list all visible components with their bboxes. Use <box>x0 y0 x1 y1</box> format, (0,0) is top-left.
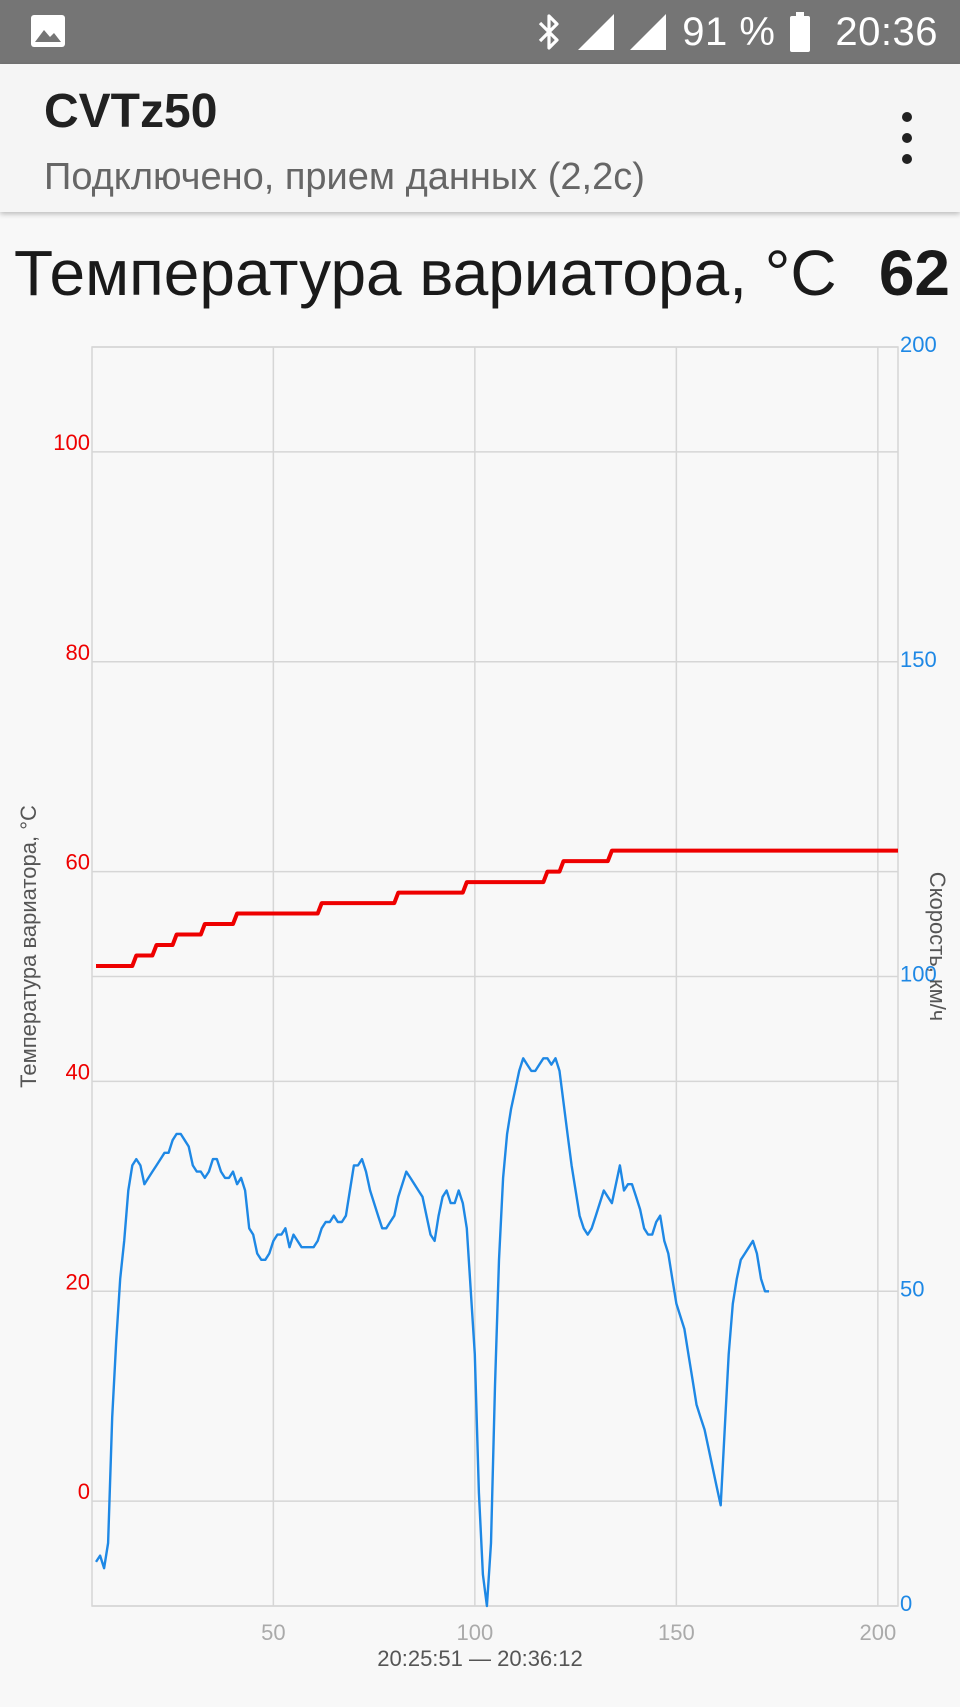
right-tick-label: 100 <box>900 962 937 987</box>
right-tick-label: 150 <box>900 647 937 672</box>
right-axis-title: Скорость, км/ч <box>925 872 950 1022</box>
battery-icon <box>790 12 811 52</box>
line-chart[interactable]: 50 100 150 200020406080100050100150200Темпе… <box>0 300 960 1680</box>
left-tick-label: 40 <box>66 1059 90 1084</box>
left-tick-label: 100 <box>53 430 90 455</box>
parameter-value: 62 <box>878 237 950 309</box>
bluetooth-icon <box>539 14 559 50</box>
right-tick-label: 0 <box>900 1591 912 1616</box>
battery-percent: 91 % <box>682 9 776 54</box>
parameter-header: Температура вариатора, °C 62 <box>14 236 950 310</box>
x-tick-label: 50 <box>261 1620 285 1645</box>
status-time: 20:36 <box>835 9 938 54</box>
app-bar: CVTz50 Подключено, прием данных (2,2с) <box>0 64 960 212</box>
status-bar: 91 % 20:36 <box>0 0 960 64</box>
x-tick-label: 100 <box>456 1620 493 1645</box>
left-tick-label: 60 <box>66 850 90 875</box>
signal-icon <box>578 14 615 50</box>
signal-icon <box>630 14 667 50</box>
more-vert-icon[interactable] <box>896 112 918 164</box>
parameter-label: Температура вариатора, °C <box>14 237 837 309</box>
temperature-series-line <box>96 848 898 968</box>
right-tick-label: 200 <box>900 332 937 357</box>
speed-series-line <box>94 1057 769 1608</box>
connection-status: Подключено, прием данных (2,2с) <box>44 156 645 198</box>
x-tick-label: 150 <box>658 1620 695 1645</box>
left-axis-title: Температура вариатора, °C <box>16 805 41 1088</box>
x-tick-label: 200 <box>859 1620 896 1645</box>
x-axis-title: 20:25:51 — 20:36:12 <box>377 1646 583 1671</box>
app-title: CVTz50 <box>44 85 218 138</box>
image-icon <box>31 15 65 47</box>
left-tick-label: 0 <box>78 1479 90 1504</box>
left-tick-label: 20 <box>66 1269 90 1294</box>
right-tick-label: 50 <box>900 1276 924 1301</box>
left-tick-label: 80 <box>66 640 90 665</box>
